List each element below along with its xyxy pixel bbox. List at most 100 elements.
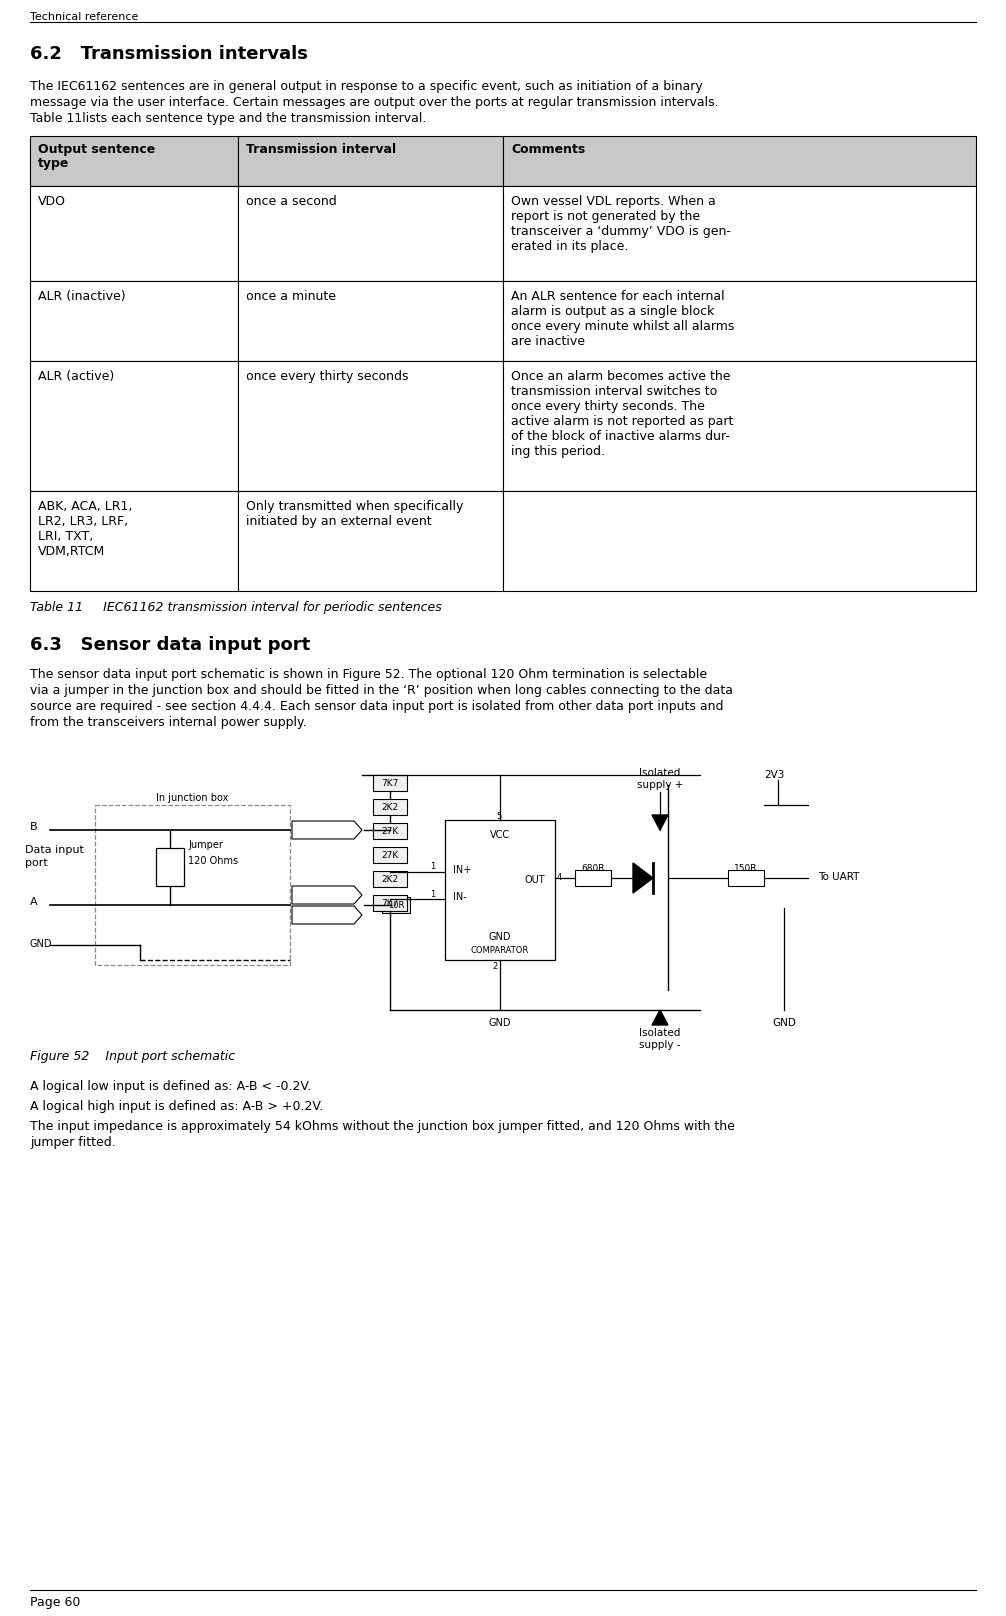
Bar — [575, 869, 611, 886]
Text: The IEC61162 sentences are in general output in response to a specific event, su: The IEC61162 sentences are in general ou… — [30, 81, 703, 94]
Text: Data input: Data input — [25, 845, 83, 855]
Text: report is not generated by the: report is not generated by the — [511, 210, 700, 223]
Bar — [238, 491, 503, 591]
Text: 1: 1 — [430, 890, 435, 898]
Text: 5: 5 — [496, 811, 501, 821]
Text: message via the user interface. Certain messages are output over the ports at re: message via the user interface. Certain … — [30, 95, 718, 108]
Bar — [503, 136, 976, 186]
Text: initiated by an external event: initiated by an external event — [246, 516, 432, 528]
Bar — [95, 805, 290, 965]
Bar — [373, 871, 407, 887]
Text: IN-: IN- — [453, 892, 467, 902]
Text: 1: 1 — [430, 861, 435, 871]
Text: 2: 2 — [492, 962, 497, 971]
Bar — [156, 848, 184, 886]
Bar — [445, 819, 555, 960]
Text: Own vessel VDL reports. When a: Own vessel VDL reports. When a — [511, 196, 715, 208]
Polygon shape — [652, 1010, 668, 1025]
Polygon shape — [292, 886, 362, 903]
Text: 7K7: 7K7 — [381, 898, 398, 908]
Text: transceiver a ‘dummy’ VDO is gen-: transceiver a ‘dummy’ VDO is gen- — [511, 225, 731, 238]
Text: alarm is output as a single block: alarm is output as a single block — [511, 305, 714, 318]
Text: B: B — [30, 823, 37, 832]
Text: Isolated: Isolated — [639, 768, 681, 777]
Bar — [728, 869, 764, 886]
Text: Comments: Comments — [511, 142, 585, 157]
Text: Output sentence: Output sentence — [38, 142, 155, 157]
Text: from the transceivers internal power supply.: from the transceivers internal power sup… — [30, 716, 307, 729]
Text: 10R: 10R — [387, 900, 404, 910]
Text: OUT: OUT — [525, 874, 545, 886]
Text: type: type — [38, 157, 69, 170]
Text: Page 60: Page 60 — [30, 1597, 80, 1610]
Text: GND: GND — [489, 1018, 511, 1028]
Bar — [30, 360, 238, 491]
Text: VDM,RTCM: VDM,RTCM — [38, 545, 106, 558]
Bar — [238, 136, 503, 186]
Text: 27K: 27K — [381, 850, 398, 860]
Bar — [30, 136, 238, 186]
Text: Input B: Input B — [298, 826, 333, 835]
Text: ABK, ACA, LR1,: ABK, ACA, LR1, — [38, 499, 133, 512]
Text: Once an alarm becomes active the: Once an alarm becomes active the — [511, 370, 730, 383]
Text: Only transmitted when specifically: Only transmitted when specifically — [246, 499, 464, 512]
Text: active alarm is not reported as part: active alarm is not reported as part — [511, 415, 733, 428]
Text: VCC: VCC — [490, 831, 510, 840]
Text: Technical reference: Technical reference — [30, 11, 139, 23]
Text: 4: 4 — [557, 873, 562, 882]
Bar — [382, 897, 410, 913]
Text: A logical low input is defined as: A-B < -0.2V.: A logical low input is defined as: A-B <… — [30, 1079, 311, 1092]
Text: IN+: IN+ — [453, 865, 471, 874]
Text: erated in its place.: erated in its place. — [511, 241, 629, 254]
Text: once every thirty seconds. The: once every thirty seconds. The — [511, 401, 705, 414]
Bar — [503, 491, 976, 591]
Text: 2V3: 2V3 — [764, 769, 785, 781]
Bar — [373, 798, 407, 814]
Text: An ALR sentence for each internal: An ALR sentence for each internal — [511, 289, 724, 304]
Text: once a minute: once a minute — [246, 289, 336, 304]
Text: Table 11     IEC61162 transmission interval for periodic sentences: Table 11 IEC61162 transmission interval … — [30, 601, 442, 614]
Text: transmission interval switches to: transmission interval switches to — [511, 385, 717, 398]
Text: ing this period.: ing this period. — [511, 444, 605, 457]
Text: VDO: VDO — [38, 196, 66, 208]
Polygon shape — [652, 814, 668, 831]
Bar — [238, 186, 503, 281]
Text: A logical high input is defined as: A-B > +0.2V.: A logical high input is defined as: A-B … — [30, 1100, 323, 1113]
Text: The input impedance is approximately 54 kOhms without the junction box jumper fi: The input impedance is approximately 54 … — [30, 1120, 734, 1133]
Text: 2K2: 2K2 — [381, 803, 398, 811]
Text: Jumper: Jumper — [188, 840, 223, 850]
Bar — [238, 360, 503, 491]
Text: once every thirty seconds: once every thirty seconds — [246, 370, 408, 383]
Text: Isolated: Isolated — [639, 1028, 681, 1037]
Text: 6.2   Transmission intervals: 6.2 Transmission intervals — [30, 45, 308, 63]
Text: source are required - see section 4.4.4. Each sensor data input port is isolated: source are required - see section 4.4.4.… — [30, 700, 723, 713]
Bar — [503, 281, 976, 360]
Text: jumper fitted.: jumper fitted. — [30, 1136, 116, 1149]
Text: 150R: 150R — [734, 865, 758, 873]
Text: The sensor data input port schematic is shown in Figure 52. The optional 120 Ohm: The sensor data input port schematic is … — [30, 667, 707, 680]
Text: are inactive: are inactive — [511, 335, 585, 347]
Text: GND: GND — [30, 939, 52, 949]
Text: GND: GND — [772, 1018, 796, 1028]
Text: 27K: 27K — [381, 826, 398, 835]
Bar — [503, 186, 976, 281]
Polygon shape — [292, 907, 362, 924]
Text: once a second: once a second — [246, 196, 337, 208]
Bar — [373, 895, 407, 911]
Bar — [373, 847, 407, 863]
Text: Table 11lists each sentence type and the transmission interval.: Table 11lists each sentence type and the… — [30, 112, 427, 124]
Text: Input A: Input A — [298, 910, 333, 920]
Text: Figure 52    Input port schematic: Figure 52 Input port schematic — [30, 1050, 235, 1063]
Text: Input GND: Input GND — [298, 890, 349, 900]
Polygon shape — [292, 821, 362, 839]
Text: GND: GND — [489, 932, 511, 942]
Text: 6.3   Sensor data input port: 6.3 Sensor data input port — [30, 637, 310, 654]
Bar — [30, 491, 238, 591]
Text: once every minute whilst all alarms: once every minute whilst all alarms — [511, 320, 734, 333]
Text: supply -: supply - — [639, 1041, 681, 1050]
Text: LR2, LR3, LRF,: LR2, LR3, LRF, — [38, 516, 128, 528]
Text: 120 Ohms: 120 Ohms — [188, 856, 238, 866]
Text: 7K7: 7K7 — [381, 779, 398, 787]
Text: 680R: 680R — [581, 865, 605, 873]
Text: port: port — [25, 858, 47, 868]
